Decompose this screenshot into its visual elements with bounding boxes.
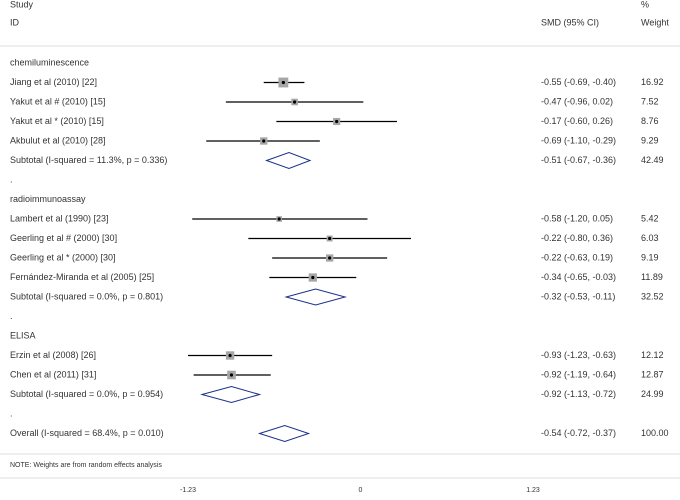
pooled-label: Subtotal (I-squared = 0.0%, p = 0.801) [10,291,163,301]
ci-label: -0.32 (-0.53, -0.11) [541,291,615,301]
point-estimate [328,236,332,241]
group-label: radioimmunoassay [10,194,86,204]
study-label: Geerling et al # (2000) [30] [10,233,117,243]
ci-label: -0.92 (-1.13, -0.72) [541,389,616,399]
pooled-diamond [257,424,311,443]
x-tick-label: 0 [359,487,363,494]
ci-label: -0.54 (-0.72, -0.37) [541,428,616,438]
study-label: Yakut et al # (2010) [15] [10,96,105,106]
ci-label: -0.93 (-1.23, -0.63) [541,350,616,360]
separator: . [10,408,13,418]
point-estimate [292,100,297,104]
weight-label: 11.89 [641,272,663,282]
x-tick-label: -1.23 [180,487,196,494]
group-label: ELISA [10,330,36,340]
pooled-diamond [284,288,347,306]
header-weight-pct: % [641,0,649,9]
separator: . [10,311,13,321]
pooled-diamond [200,385,262,404]
x-tick-label: 1.23 [526,487,540,494]
ci-label: -0.69 (-1.10, -0.29) [541,135,616,145]
weight-label: 42.49 [641,155,664,165]
study-label: Yakut et al * (2010) [15] [10,116,104,126]
ci-label: -0.22 (-0.80, 0.36) [541,233,613,243]
study-label: Geerling et al * (2000) [30] [10,252,116,262]
header-weight: Weight [641,17,669,27]
separator: . [10,174,13,184]
study-label: Fernández-Miranda et al (2005) [25] [10,272,154,282]
pooled-label: Subtotal (I-squared = 0.0%, p = 0.954) [10,389,163,399]
pooled-label: Overall (I-squared = 68.4%, p = 0.010) [10,428,164,438]
weight-label: 100.00 [641,428,669,438]
weight-label: 24.99 [641,389,664,399]
weight-label: 9.19 [641,252,659,262]
header-effect: SMD (95% CI) [541,17,599,27]
header-id: ID [10,17,20,27]
point-estimate [277,217,281,221]
point-estimate [262,139,266,143]
ci-label: -0.47 (-0.96, 0.02) [541,96,613,106]
study-label: Lambert et al (1990) [23] [10,213,109,223]
header-study: Study [10,0,34,9]
ci-label: -0.22 (-0.63, 0.19) [541,252,613,262]
weight-label: 16.92 [641,77,664,87]
weight-label: 8.76 [641,116,659,126]
point-estimate [311,275,315,280]
weight-label: 5.42 [641,213,659,223]
weight-label: 6.03 [641,233,659,243]
weight-label: 9.29 [641,135,659,145]
ci-label: -0.51 (-0.67, -0.36) [541,155,616,165]
point-estimate [328,256,332,260]
study-label: Erzin et al (2008) [26] [10,350,96,360]
ci-label: -0.17 (-0.60, 0.26) [541,116,613,126]
weight-label: 32.52 [641,291,664,301]
ci-label: -0.58 (-1.20, 0.05) [541,213,613,223]
ci-label: -0.92 (-1.19, -0.64) [541,369,616,379]
point-estimate [281,80,285,85]
weight-label: 7.52 [641,96,659,106]
weight-label: 12.87 [641,369,664,379]
point-estimate [335,119,339,124]
study-label: Jiang et al (2010) [22] [10,77,97,87]
point-estimate [229,373,234,377]
study-label: Chen et al (2011) [31] [10,369,96,379]
group-label: chemiluminescence [10,57,89,67]
study-label: Akbulut et al (2010) [28] [10,135,106,145]
pooled-label: Subtotal (I-squared = 11.3%, p = 0.336) [10,155,167,165]
pooled-diamond [265,151,312,170]
ci-label: -0.34 (-0.65, -0.03) [541,272,616,282]
note: NOTE: Weights are from random effects an… [10,462,162,469]
weight-label: 12.12 [641,350,664,360]
ci-label: -0.55 (-0.69, -0.40) [541,77,616,87]
point-estimate [228,353,232,358]
